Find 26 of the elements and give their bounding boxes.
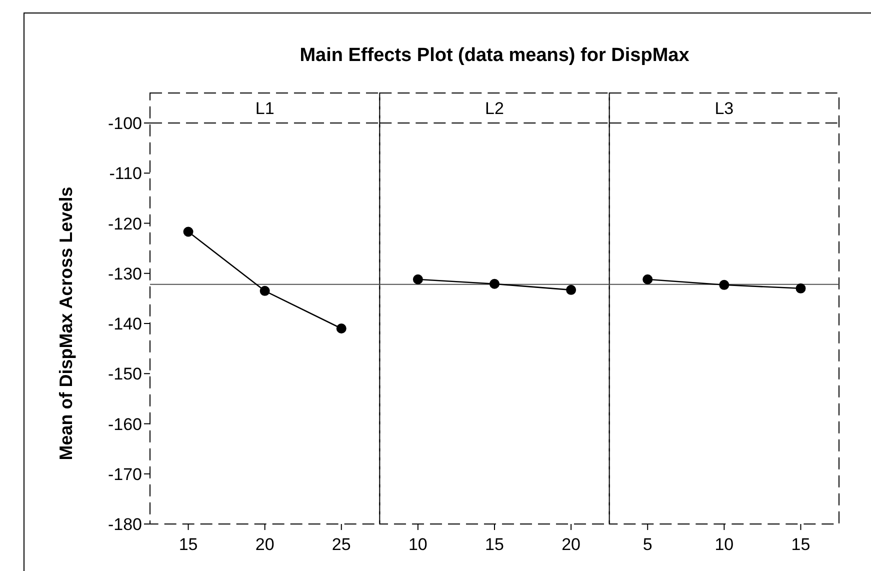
x-tick-label: 15: [791, 535, 810, 554]
x-tick-label: 20: [255, 535, 274, 554]
x-tick-label: 10: [408, 535, 428, 554]
y-axis-title: Mean of DispMax Across Levels: [56, 186, 76, 460]
x-tick-label: 10: [714, 535, 734, 554]
point: [336, 324, 346, 334]
y-tick-label: -130: [108, 264, 142, 284]
y-tick-label: -100: [108, 114, 142, 133]
chart-subtitle: L2: [485, 99, 504, 118]
y-tick-label: -160: [108, 414, 142, 434]
point: [260, 286, 270, 296]
y-tick-label: -140: [108, 314, 142, 334]
chart-subtitle: L3: [714, 99, 734, 118]
y-tick-label: -180: [108, 515, 142, 534]
point: [183, 226, 194, 237]
text: Main Effects Plot (data means) for DispMax: [300, 45, 690, 66]
y-tick-label: -110: [109, 164, 142, 184]
x-tick-label: 5: [642, 535, 652, 554]
y-tick-label: -170: [108, 464, 142, 484]
x-tick-label: 15: [178, 535, 198, 554]
y-tick-label: -120: [108, 214, 142, 234]
x-tick-label: 20: [562, 535, 581, 554]
x-tick-label: 25: [332, 535, 351, 554]
x-tick-label: 15: [485, 535, 504, 554]
y-tick-label: -150: [108, 364, 142, 384]
chart-subtitle: L1: [255, 99, 274, 118]
